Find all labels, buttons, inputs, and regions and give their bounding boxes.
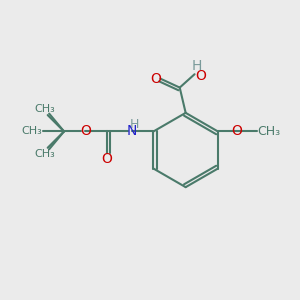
Text: O: O [80,124,91,138]
Text: O: O [101,152,112,166]
Text: CH₃: CH₃ [34,104,55,114]
Text: O: O [231,124,242,138]
Text: H: H [192,59,202,73]
Text: CH₃: CH₃ [22,126,42,136]
Text: H: H [130,118,139,131]
Text: O: O [196,69,207,83]
Text: CH₃: CH₃ [34,149,55,159]
Text: N: N [127,124,137,138]
Text: O: O [151,72,161,86]
Text: CH₃: CH₃ [257,125,280,138]
